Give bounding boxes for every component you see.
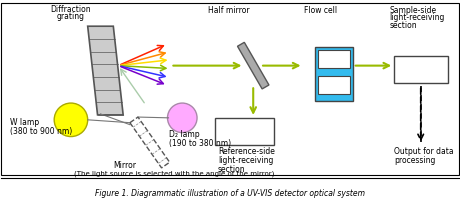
Polygon shape: [238, 42, 269, 89]
Text: W lamp: W lamp: [10, 118, 39, 127]
Polygon shape: [88, 26, 123, 115]
Text: Reference-side: Reference-side: [218, 147, 275, 156]
Bar: [394, 56, 448, 83]
Text: light-receiving: light-receiving: [389, 13, 445, 22]
Ellipse shape: [54, 103, 88, 137]
Text: (380 to 900 nm): (380 to 900 nm): [10, 127, 72, 136]
Text: Diffraction: Diffraction: [50, 5, 91, 14]
Text: Output for data: Output for data: [394, 147, 454, 156]
Text: Sample-side: Sample-side: [389, 6, 436, 15]
Polygon shape: [130, 117, 170, 168]
Text: Flow cell: Flow cell: [304, 6, 337, 15]
Text: Figure 1. Diagrammatic illustration of a UV-VIS detector optical system: Figure 1. Diagrammatic illustration of a…: [95, 189, 365, 198]
Ellipse shape: [168, 103, 197, 133]
Text: processing: processing: [394, 156, 436, 165]
Text: grating: grating: [57, 12, 85, 22]
Bar: [318, 50, 350, 68]
Bar: [215, 118, 274, 145]
Text: section: section: [389, 21, 417, 30]
Text: Half mirror: Half mirror: [208, 6, 249, 15]
Text: Mirror: Mirror: [113, 161, 136, 170]
Bar: [318, 77, 350, 94]
Text: (190 to 380 nm): (190 to 380 nm): [170, 138, 232, 147]
Text: D₂ lamp: D₂ lamp: [170, 130, 200, 139]
Bar: [1, 3, 459, 175]
Text: light-receiving: light-receiving: [218, 156, 273, 165]
Bar: [315, 47, 353, 101]
Text: section: section: [218, 165, 245, 174]
Text: (The light source is selected with the angle of the mirror): (The light source is selected with the a…: [74, 170, 274, 177]
